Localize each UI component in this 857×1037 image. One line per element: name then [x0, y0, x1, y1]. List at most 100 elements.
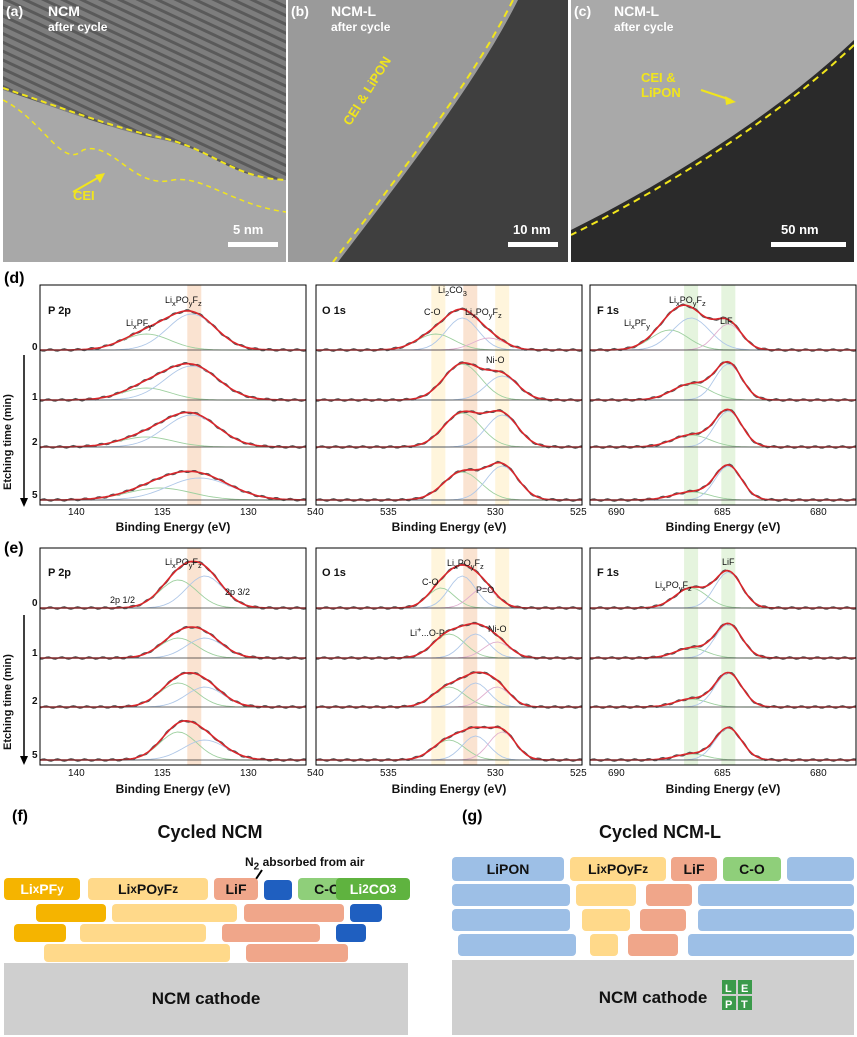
peak-band — [721, 285, 736, 505]
core-d-o1s: O 1s — [322, 305, 346, 317]
peak-d-li2co3: Li2CO3 — [438, 285, 467, 298]
tem-panel-b: (b) NCM-L after cycle CEI & LiPON 10 nm — [288, 0, 568, 262]
tem-title-c: NCM-L — [614, 3, 660, 19]
tick-d2-0: 690 — [608, 507, 625, 518]
time-e-2: 2 — [32, 696, 38, 707]
peak-d-o-lipofz: LixPOyFz — [465, 307, 502, 320]
xps-d-o1s-raw-0 — [315, 307, 583, 352]
time-d-2: 2 — [32, 437, 38, 448]
tick-e0-1: 135 — [154, 768, 171, 779]
tem-subtitle-b: after cycle — [331, 20, 391, 34]
block-f-n2 — [264, 880, 292, 900]
panel-letter-g: (g) — [462, 808, 483, 825]
peak-d-lif: LiF — [720, 316, 733, 326]
xlabel-d1: Binding Energy (eV) — [391, 520, 507, 534]
xps-e-p2p-component — [40, 637, 306, 659]
xps-e-p2p-axis — [39, 547, 307, 766]
layer-block — [628, 934, 678, 956]
scale-text-b: 10 nm — [513, 222, 551, 237]
label-f-lipfy: Li x PF y — [4, 878, 80, 900]
peak-band — [431, 548, 446, 765]
tick-e1-1: 535 — [380, 768, 397, 779]
time-e-1: 1 — [32, 648, 38, 659]
peak-e-f-lipofz: LixPOyFz — [655, 580, 692, 593]
peak-band — [684, 285, 699, 505]
peak-d-f-lipfy: LixPFy — [624, 318, 651, 331]
tem-letter-b: (b) — [291, 3, 309, 19]
core-d-p2p: P 2p — [48, 305, 72, 317]
xlabel-e1: Binding Energy (eV) — [391, 782, 507, 796]
label-f-lif: LiF — [214, 878, 258, 900]
peak-band — [431, 285, 446, 505]
tick-d0-0: 140 — [68, 507, 85, 518]
tem-title-b: NCM-L — [331, 3, 377, 19]
layer-block — [698, 884, 854, 906]
xps-e-p2p-component — [40, 579, 306, 609]
peak-band — [463, 548, 478, 765]
xps-d-f1s-raw-0 — [589, 303, 857, 352]
xps-d-p2p-raw-3 — [39, 469, 307, 502]
peak-e-2p12: 2p 1/2 — [110, 595, 136, 605]
tick-e1-0: 540 — [307, 768, 324, 779]
core-d-f1s: F 1s — [597, 305, 620, 317]
tick-e1-3: 525 — [570, 768, 587, 779]
xps-e-p2p-component — [40, 682, 306, 708]
xps-e-o1s-fit-0 — [316, 564, 582, 609]
layer-block — [698, 909, 854, 931]
layer-block — [590, 934, 618, 956]
tick-e2-0: 690 — [608, 768, 625, 779]
svg-text:E: E — [741, 983, 748, 995]
peak-e-lio: Li+...O-P — [410, 625, 445, 638]
peak-d-co: C-O — [424, 307, 441, 317]
layer-block — [36, 904, 106, 922]
xps-e-o1s-component — [316, 587, 582, 609]
xps-e-f1s-axis — [589, 547, 857, 766]
tick-d0-2: 130 — [240, 507, 257, 518]
svg-text:P: P — [725, 999, 732, 1011]
layer-block — [222, 924, 320, 942]
layer-block — [458, 934, 576, 956]
core-e-o1s: O 1s — [322, 567, 346, 579]
xps-e-p2p-component — [40, 739, 306, 761]
xps-e-p2p-fit-3 — [40, 719, 306, 761]
layer-block — [244, 904, 344, 922]
xps-e-p2p-fit-2 — [40, 672, 306, 708]
peak-d-lipofz: LixPOyFz — [165, 295, 202, 308]
etching-time-ylabel-e: Etching time (min) — [2, 654, 14, 750]
tick-e2-1: 685 — [714, 768, 731, 779]
time-d-3: 5 — [32, 490, 38, 501]
label-f-li2co3: Li 2 CO 3 — [336, 878, 410, 900]
tick-e0-0: 140 — [68, 768, 85, 779]
scale-bar-a — [228, 242, 278, 247]
xps-e-p2p-component — [40, 731, 306, 761]
tick-e2-2: 680 — [810, 768, 827, 779]
panel-letter-d: (d) — [4, 270, 25, 287]
peak-e-2p32: 2p 3/2 — [225, 587, 251, 597]
xps-d-p2p-fit-2 — [40, 411, 306, 448]
tem-subtitle-a: after cycle — [48, 20, 108, 34]
peak-e-lipofz: LixPOyFz — [165, 557, 202, 570]
xps-e-o1s-component — [316, 575, 582, 609]
tem-panel-c: (c) NCM-L after cycle CEI & LiPON 50 nm — [571, 0, 854, 262]
layer-block — [14, 924, 66, 942]
peak-e-po: P=O — [476, 585, 495, 595]
svg-text:T: T — [741, 999, 748, 1011]
xps-e-o1s-raw-1 — [315, 621, 583, 660]
layer-block — [44, 944, 230, 962]
scale-bar-b — [508, 242, 558, 247]
xps-d-p2p-fit-3 — [40, 470, 306, 501]
layer-block — [350, 904, 382, 922]
time-d-1: 1 — [32, 392, 38, 403]
tem-letter-a: (a) — [6, 3, 24, 19]
label-g-lipon: LiPON — [452, 857, 564, 881]
xlabel-d2: Binding Energy (eV) — [665, 520, 781, 534]
peak-d-f-lipofz: LixPOyFz — [669, 295, 706, 308]
peak-band — [684, 548, 699, 765]
xps-e-o1s-fit-1 — [316, 622, 582, 659]
peak-d-nio: Ni-O — [486, 355, 505, 365]
xps-d-p2p-axis — [39, 284, 307, 506]
peak-d-lipfy: LixPFy — [126, 318, 153, 331]
tick-d2-2: 680 — [810, 507, 827, 518]
layer-block — [640, 909, 686, 931]
